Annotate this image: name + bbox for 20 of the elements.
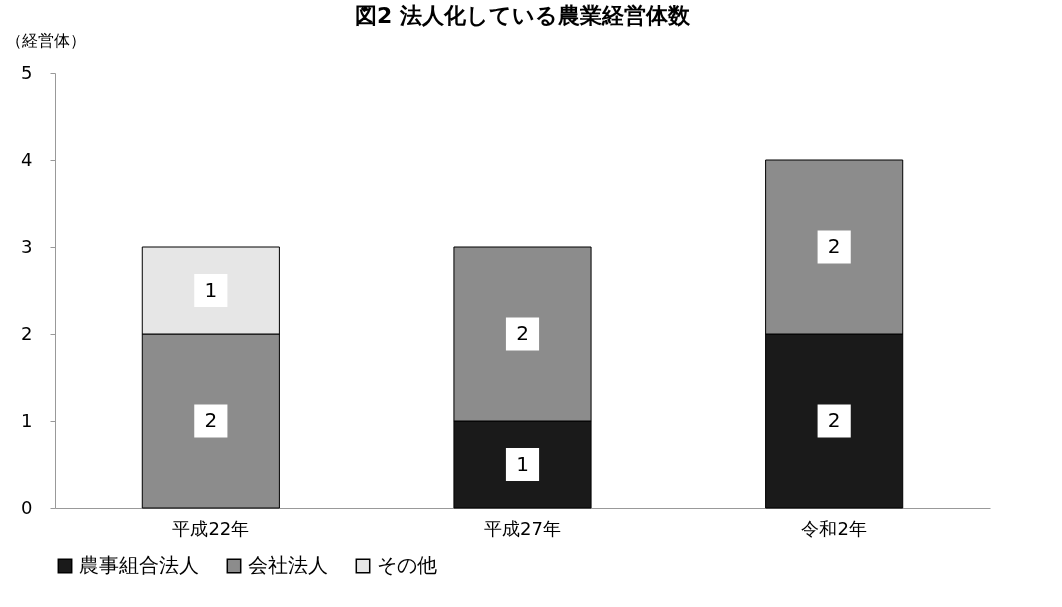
data-label: 2 [204,408,218,432]
data-label: 2 [827,408,841,432]
legend-label: 農事組合法人 [79,553,199,577]
y-tick-label: 5 [21,61,33,83]
y-tick-label: 1 [21,409,33,431]
y-tick-label: 2 [21,322,33,344]
x-tick-label: 平成27年 [484,517,561,539]
legend-label: 会社法人 [248,553,328,577]
data-label: 1 [204,277,218,302]
y-tick-label: 3 [21,235,33,257]
x-tick-label: 平成22年 [172,517,250,539]
legend-label: その他 [377,553,437,577]
y-tick-label: 4 [21,148,33,170]
y-tick-label: 0 [21,496,33,518]
chart-title: 図2 法人化している農業経営体数 [355,3,691,28]
x-tick-label: 令和2年 [801,517,867,539]
y-axis-title: （経営体） [5,30,86,50]
data-label: 2 [827,234,841,258]
data-label: 2 [516,321,529,345]
data-label: 1 [516,451,529,476]
